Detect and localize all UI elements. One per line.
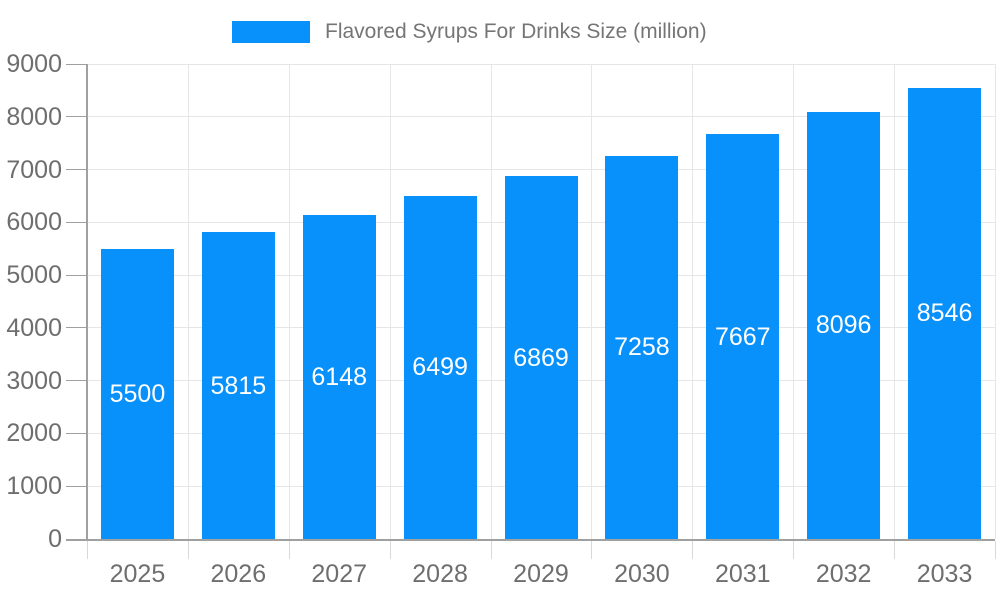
y-axis-tick bbox=[66, 327, 87, 329]
legend-marker-swatch bbox=[232, 21, 310, 43]
x-axis-tick bbox=[389, 541, 391, 559]
y-axis-tick-label: 4000 bbox=[6, 313, 62, 342]
bar-2029[interactable]: 6869 bbox=[504, 176, 578, 539]
y-axis-tick-label: 2000 bbox=[6, 419, 62, 448]
y-axis-tick-label: 0 bbox=[48, 525, 62, 553]
x-axis-category-label: 2026 bbox=[210, 560, 267, 588]
gridline-vertical bbox=[692, 64, 694, 539]
x-axis-category-label: 2032 bbox=[815, 560, 872, 588]
x-axis-category-label: 2030 bbox=[614, 560, 670, 588]
bar-2031[interactable]: 7667 bbox=[706, 134, 780, 539]
y-axis-tick bbox=[66, 116, 87, 118]
gridline-vertical bbox=[389, 64, 391, 539]
y-axis-tick-label: 3000 bbox=[6, 366, 62, 395]
y-axis-tick-label: 1000 bbox=[6, 472, 62, 501]
x-axis-category-label: 2028 bbox=[412, 560, 468, 588]
y-axis-line bbox=[86, 64, 88, 541]
legend[interactable]: Flavored Syrups For Drinks Size (million… bbox=[232, 19, 707, 45]
x-axis-line bbox=[66, 539, 995, 541]
bar-2027[interactable]: 6148 bbox=[302, 214, 376, 539]
bar-2030[interactable]: 7258 bbox=[605, 155, 679, 539]
x-axis-category-label: 2031 bbox=[714, 560, 771, 588]
x-axis-tick bbox=[591, 541, 593, 559]
bar-2032[interactable]: 8096 bbox=[807, 111, 881, 539]
gridline-vertical bbox=[187, 64, 189, 539]
bar-value-label: 6499 bbox=[412, 353, 468, 382]
gridline-vertical bbox=[288, 64, 290, 539]
x-axis-category-label: 2025 bbox=[109, 560, 166, 588]
bar-value-label: 5815 bbox=[210, 371, 267, 400]
gridline-vertical bbox=[591, 64, 593, 539]
bar-value-label: 6869 bbox=[513, 343, 569, 372]
y-axis-tick bbox=[66, 380, 87, 382]
x-axis-tick bbox=[187, 541, 189, 559]
bar-value-label: 5500 bbox=[109, 379, 166, 408]
gridline-horizontal bbox=[87, 169, 995, 171]
y-axis-tick-label: 7000 bbox=[6, 155, 62, 184]
bar-value-label: 7667 bbox=[714, 322, 771, 351]
x-axis-category-label: 2027 bbox=[311, 560, 368, 588]
y-axis-tick bbox=[66, 169, 87, 171]
legend-label: Flavored Syrups For Drinks Size (million… bbox=[325, 20, 707, 43]
y-axis-tick bbox=[66, 221, 87, 223]
gridline-vertical bbox=[793, 64, 795, 539]
x-axis-tick bbox=[793, 541, 795, 559]
gridline-vertical bbox=[995, 64, 996, 539]
x-axis-tick bbox=[995, 541, 996, 559]
gridline-vertical bbox=[490, 64, 492, 539]
bar-value-label: 7258 bbox=[614, 333, 670, 362]
x-axis-category-label: 2029 bbox=[513, 560, 569, 588]
y-axis-tick-label: 5000 bbox=[6, 261, 62, 290]
gridline-horizontal bbox=[87, 116, 995, 118]
bar-2025[interactable]: 5500 bbox=[100, 248, 174, 539]
y-axis-tick bbox=[66, 63, 87, 65]
bar-2026[interactable]: 5815 bbox=[201, 232, 275, 539]
gridline-horizontal bbox=[87, 63, 995, 65]
bar-2033[interactable]: 8546 bbox=[908, 87, 982, 539]
bar-value-label: 8546 bbox=[916, 299, 973, 328]
x-axis-tick bbox=[692, 541, 694, 559]
y-axis-tick bbox=[66, 485, 87, 487]
bar-value-label: 6148 bbox=[311, 362, 368, 391]
y-axis-tick bbox=[66, 274, 87, 276]
y-axis-tick bbox=[66, 432, 87, 434]
x-axis-tick bbox=[288, 541, 290, 559]
x-axis-tick bbox=[490, 541, 492, 559]
gridline-vertical bbox=[894, 64, 896, 539]
x-axis-category-label: 2033 bbox=[916, 560, 973, 588]
bar-2028[interactable]: 6499 bbox=[403, 195, 477, 539]
x-axis-tick bbox=[87, 541, 88, 559]
x-axis-tick bbox=[894, 541, 896, 559]
y-axis-tick-label: 6000 bbox=[6, 208, 62, 237]
bar-value-label: 8096 bbox=[815, 311, 872, 340]
y-axis-tick-label: 9000 bbox=[6, 50, 62, 78]
y-axis-tick-label: 8000 bbox=[6, 102, 62, 131]
